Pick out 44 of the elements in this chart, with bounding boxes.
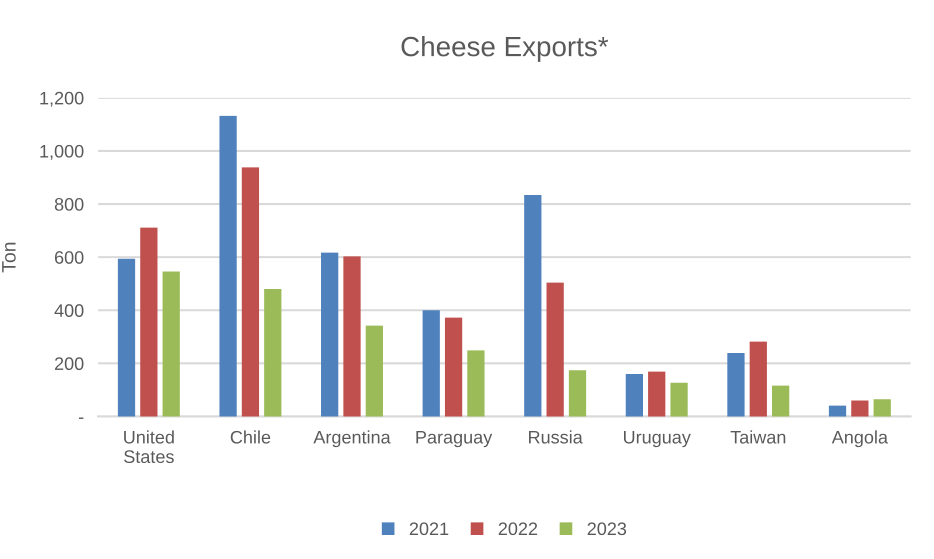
bar [264,289,282,416]
bar [727,352,745,416]
bar [568,370,586,416]
bar [772,386,790,416]
bar [750,342,767,416]
bar [524,195,542,416]
bar [648,372,666,416]
y-tick-label: 1,000 [40,144,84,160]
bar [321,252,338,416]
x-tick-label: Uruguay [624,431,691,448]
y-tick-label: 1,200 [40,92,84,107]
x-tick-label: Taiwan [730,430,786,444]
bar [444,318,462,416]
bar [242,167,260,416]
y-tick-label: - [78,417,84,419]
bar [343,256,361,416]
y-tick-label: 400 [54,304,84,317]
bar [118,258,136,416]
bar [670,382,688,416]
x-tick-label: Russia [529,430,583,444]
y-tick-label: 600 [54,251,84,264]
legend-label: 2023 [588,522,626,536]
x-tick-label: Angola [832,430,888,448]
chart-title: Cheese Exports* [402,36,608,62]
x-tick-label: Argentina [313,430,391,448]
bar [467,350,485,416]
y-tick-label: 200 [54,357,84,370]
x-tick-label: Paraguay [416,431,492,448]
bar [874,399,891,416]
bar [140,228,158,416]
bar [546,282,564,416]
legend-label: 2022 [498,522,538,536]
x-tick-label: United States [124,430,174,464]
bar [366,326,383,416]
y-axis-title: Ton [2,242,16,272]
y-tick-label: 800 [54,198,84,211]
bar [851,400,868,416]
bar [626,374,644,416]
x-tick-label: Chile [230,430,270,444]
bar [422,310,440,416]
legend-label: 2021 [410,522,448,536]
bar [828,406,846,416]
bar [162,271,180,416]
bar [219,116,237,416]
